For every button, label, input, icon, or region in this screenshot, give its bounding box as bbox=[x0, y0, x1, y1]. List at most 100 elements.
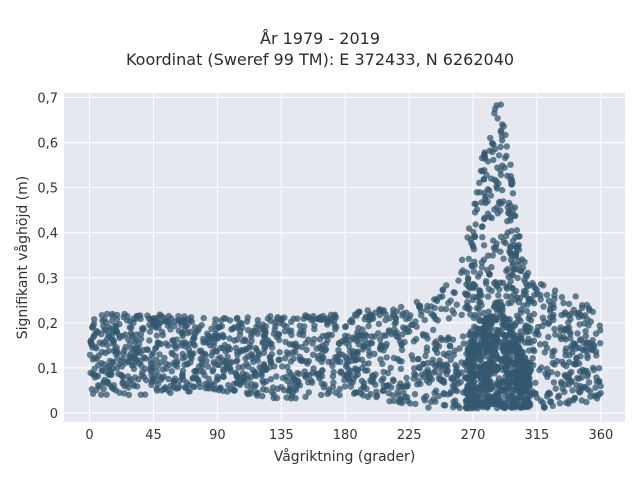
scatter-point bbox=[473, 395, 481, 402]
scatter-point bbox=[242, 355, 249, 362]
scatter-point bbox=[113, 328, 120, 335]
scatter-point bbox=[497, 143, 504, 151]
scatter-point bbox=[547, 398, 554, 406]
scatter-point bbox=[361, 316, 368, 323]
scatter-point bbox=[385, 390, 392, 397]
scatter-point bbox=[518, 336, 525, 344]
scatter-point bbox=[571, 394, 579, 402]
scatter-point bbox=[214, 335, 221, 342]
scatter-point bbox=[529, 355, 536, 362]
scatter-point bbox=[236, 348, 244, 355]
scatter-point bbox=[242, 346, 250, 353]
scatter-point bbox=[125, 391, 133, 399]
scatter-point bbox=[442, 305, 450, 313]
scatter-point bbox=[480, 376, 487, 384]
scatter-point bbox=[198, 362, 206, 370]
scatter-point bbox=[412, 336, 420, 343]
scatter-point bbox=[120, 313, 127, 321]
scatter-point bbox=[523, 399, 530, 407]
scatter-point bbox=[342, 323, 349, 330]
scatter-point bbox=[271, 326, 278, 333]
scatter-point bbox=[505, 282, 513, 289]
scatter-point bbox=[497, 387, 504, 395]
scatter-point bbox=[421, 316, 428, 324]
scatter-point bbox=[474, 327, 482, 334]
scatter-point bbox=[290, 373, 297, 381]
scatter-point bbox=[502, 239, 509, 247]
y-tick-label: 0,5 bbox=[37, 182, 58, 197]
scatter-point bbox=[398, 383, 405, 390]
scatter-point bbox=[418, 307, 425, 315]
scatter-point bbox=[263, 378, 270, 385]
scatter-point bbox=[288, 318, 295, 326]
scatter-point bbox=[276, 349, 283, 356]
scatter-point bbox=[98, 391, 105, 398]
scatter-point bbox=[530, 310, 538, 318]
scatter-point bbox=[541, 349, 548, 356]
scatter-point bbox=[492, 278, 499, 286]
scatter-point bbox=[390, 310, 397, 317]
scatter-point bbox=[567, 316, 574, 323]
scatter-point bbox=[476, 299, 483, 306]
scatter-point bbox=[500, 356, 507, 363]
scatter-point bbox=[482, 360, 489, 368]
scatter-point bbox=[371, 350, 378, 358]
scatter-point bbox=[527, 339, 535, 346]
scatter-point bbox=[111, 346, 119, 353]
scatter-point bbox=[179, 367, 187, 374]
scatter-point bbox=[353, 367, 361, 374]
scatter-point bbox=[562, 347, 569, 355]
scatter-point bbox=[503, 362, 510, 370]
scatter-point bbox=[235, 364, 242, 371]
scatter-point bbox=[543, 393, 551, 400]
scatter-point bbox=[562, 325, 569, 332]
scatter-point bbox=[429, 356, 436, 363]
scatter-point bbox=[539, 399, 547, 407]
scatter-point bbox=[377, 356, 384, 363]
scatter-point bbox=[491, 105, 499, 113]
scatter-point bbox=[216, 361, 223, 368]
scatter-point bbox=[474, 294, 481, 301]
scatter-point bbox=[403, 374, 410, 382]
scatter-point bbox=[508, 271, 515, 278]
scatter-point bbox=[498, 308, 506, 315]
scatter-point bbox=[450, 398, 457, 406]
scatter-point bbox=[367, 376, 374, 384]
scatter-point bbox=[480, 332, 487, 339]
scatter-point bbox=[577, 353, 584, 360]
x-tick-label: 270 bbox=[461, 428, 486, 443]
scatter-point bbox=[515, 344, 522, 351]
scatter-point bbox=[98, 359, 105, 367]
scatter-point bbox=[504, 396, 511, 404]
scatter-point bbox=[481, 215, 488, 223]
scatter-point bbox=[466, 405, 473, 412]
scatter-point bbox=[231, 324, 238, 331]
scatter-point bbox=[158, 374, 166, 381]
scatter-point bbox=[422, 369, 430, 376]
scatter-point bbox=[346, 370, 354, 378]
scatter-point bbox=[316, 375, 323, 382]
scatter-point bbox=[482, 353, 490, 360]
scatter-point bbox=[490, 237, 497, 244]
scatter-point bbox=[425, 379, 433, 386]
scatter-point bbox=[318, 391, 325, 399]
scatter-point bbox=[513, 227, 521, 234]
scatter-point bbox=[170, 377, 178, 385]
scatter-point bbox=[466, 349, 474, 357]
scatter-point bbox=[543, 291, 551, 299]
scatter-point bbox=[479, 223, 486, 230]
scatter-point bbox=[570, 360, 578, 368]
scatter-point bbox=[511, 339, 518, 347]
scatter-point bbox=[131, 338, 138, 345]
scatter-point bbox=[498, 137, 506, 144]
scatter-point bbox=[502, 232, 510, 240]
scatter-point bbox=[519, 349, 527, 356]
scatter-point bbox=[220, 373, 227, 381]
scatter-point bbox=[451, 383, 458, 391]
scatter-point bbox=[501, 387, 509, 394]
scatter-point bbox=[514, 244, 521, 251]
scatter-point bbox=[510, 266, 517, 273]
scatter-point bbox=[522, 279, 530, 287]
scatter-point bbox=[375, 320, 383, 328]
scatter-point bbox=[501, 404, 509, 412]
